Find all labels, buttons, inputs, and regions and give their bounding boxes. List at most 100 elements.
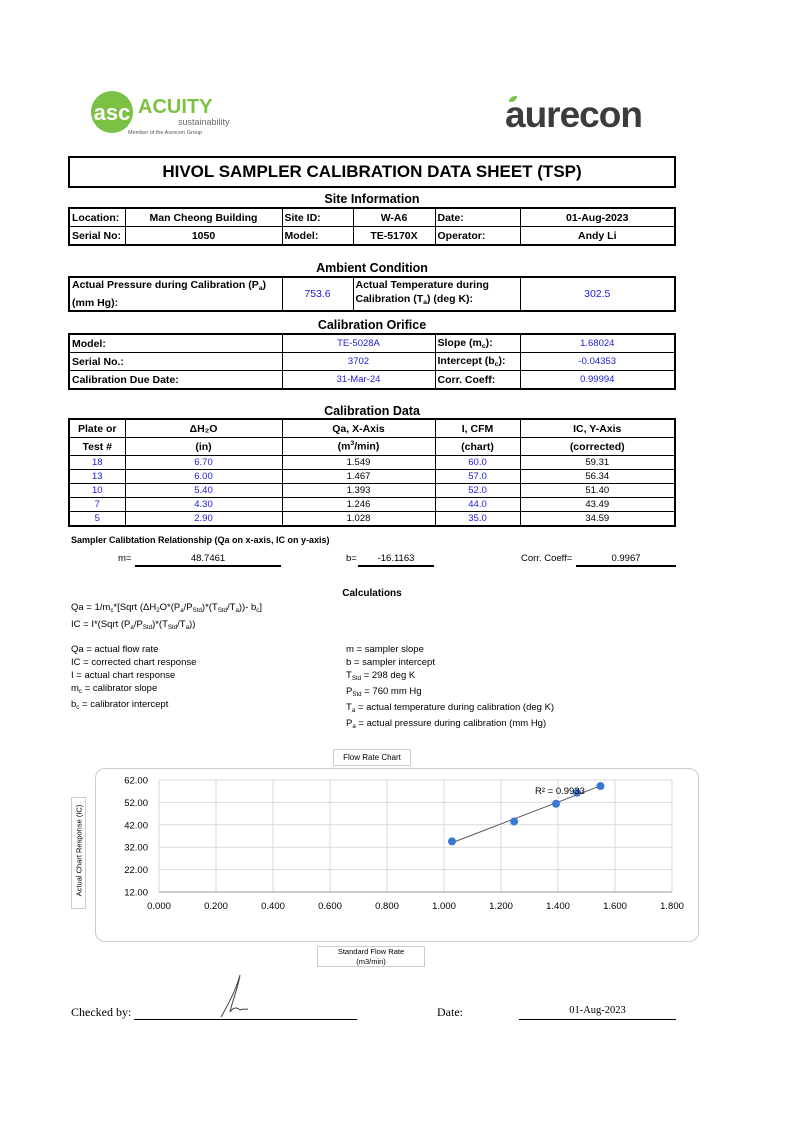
definitions-right: m = sampler slope b = sampler intercept TS…: [346, 643, 554, 733]
signature: [220, 974, 249, 1018]
formula-line: Ta = actual temperature during calibrati…: [346, 702, 555, 714]
formula-line: Pa = actual pressure during calibration …: [346, 718, 547, 730]
r-squared-label: R² = 0.9933: [535, 786, 585, 797]
table-cell: 43.49: [519, 497, 676, 512]
corr-value: 0.9967: [576, 553, 676, 567]
x-tick-label: 0.000: [147, 901, 171, 912]
orifice-model-label: Model:: [68, 333, 283, 353]
table-cell: 5: [68, 511, 126, 527]
y-tick-label: 22.00: [124, 865, 148, 876]
table-cell: 4.30: [124, 497, 283, 512]
column-header: ΔH₂O: [124, 418, 283, 438]
y-tick-label: 62.00: [124, 776, 148, 787]
corr-coeff-label: Corr. Coeff:: [434, 370, 521, 390]
data-point: [596, 782, 605, 791]
m-label: m=: [118, 553, 132, 564]
intercept-value: -0.04353: [519, 352, 676, 371]
date-label: Date:: [434, 207, 521, 227]
x-tick-label: 0.400: [261, 901, 285, 912]
x-tick-label: 1.800: [660, 901, 684, 912]
table-row: 7 4.30 1.246 44.0 43.49: [68, 497, 676, 512]
formula-line: Qa = 1/mc*[Sqrt (ΔH2O*(Pa/PStd)*(TStd/Ta…: [71, 602, 263, 614]
intercept-label: Intercept (bc):: [434, 352, 521, 371]
formula-line: Qa = actual flow rate: [71, 644, 159, 655]
b-label: b=: [346, 553, 357, 564]
calibration-orifice-heading: Calibration Orifice: [317, 318, 427, 332]
chart-area: [95, 768, 699, 942]
x-axis-label-line1: Standard Flow Rate: [337, 947, 405, 956]
ambient-condition-heading: Ambient Condition: [316, 261, 428, 275]
formula-line: I = actual chart response: [71, 670, 176, 681]
acuity-sub: sustainability: [178, 117, 230, 127]
calibration-data-table: Plate or ΔH₂O Qa, X-Axis I, CFM IC, Y-Axis T…: [68, 418, 676, 527]
b-value: -16.1163: [358, 553, 434, 567]
y-tick-label: 52.00: [124, 798, 148, 809]
table-cell: 1.246: [281, 497, 436, 512]
y-tick-label: 32.00: [124, 843, 148, 854]
formulas: Qa = 1/mc*[Sqrt (ΔH2O*(Pa/PStd)*(TStd/Ta…: [71, 601, 262, 635]
formula-line: IC = corrected chart response: [71, 657, 197, 668]
orifice-serial-value: 3702: [281, 352, 436, 371]
formula-line: mc = calibrator slope: [71, 683, 158, 695]
operator-label: Operator:: [434, 226, 521, 246]
x-tick-label: 0.200: [204, 901, 228, 912]
model-value: TE-5170X: [352, 226, 436, 246]
formula-line: b = sampler intercept: [346, 657, 435, 668]
column-subheader: (m3/min): [281, 437, 436, 456]
column-subheader: Test #: [68, 437, 126, 456]
x-axis-label: Standard Flow Rate (m3/min): [317, 946, 425, 967]
calibration-orifice-table: Model: TE-5028A Slope (mc): 1.68024 Seri…: [68, 333, 676, 390]
definitions-left: Qa = actual flow rate IC = corrected char…: [71, 643, 196, 714]
temperature-value: 302.5: [519, 276, 676, 312]
corr-coeff-value: 0.99994: [519, 370, 676, 390]
model-label: Model:: [281, 226, 354, 246]
checked-by-line: [134, 1008, 357, 1020]
calibration-data-heading: Calibration Data: [324, 404, 420, 418]
table-cell: 34.59: [519, 511, 676, 527]
acuity-logo: asc ACUITY sustainability Member of the …: [90, 90, 230, 140]
pressure-label: Actual Pressure during Calibration (Pa)(…: [68, 276, 283, 312]
acuity-name: ACUITY: [138, 96, 213, 118]
site-information-heading: Site Information: [324, 192, 420, 206]
acuity-emblem-icon: asc: [91, 91, 133, 133]
aurecon-name: aurecon: [505, 94, 643, 135]
aurecon-leaf-icon: [509, 96, 517, 102]
column-subheader: (chart): [434, 437, 521, 456]
acuity-tagline: Member of the Aurecon Group: [128, 130, 202, 136]
data-point: [573, 788, 582, 797]
calculations-heading: Calculations: [342, 588, 402, 599]
table-row: 13 6.00 1.467 57.0 56.34: [68, 469, 676, 484]
data-point: [447, 837, 456, 846]
x-tick-label: 1.000: [432, 901, 456, 912]
x-axis-label-line2: (m3/min): [356, 956, 386, 966]
date-value: 01-Aug-2023: [519, 207, 676, 227]
y-axis-label-box: Actual Chart Response (IC): [71, 797, 86, 909]
x-tick-label: 1.200: [489, 901, 513, 912]
location-label: Location:: [68, 207, 126, 227]
footer-date-value: 01-Aug-2023: [519, 1005, 676, 1020]
svg-text:asc: asc: [94, 100, 131, 125]
relationship-heading: Sampler Calibtation Relationship (Qa on …: [71, 535, 330, 545]
temperature-label: Actual Temperature during Calibration (Ta…: [352, 276, 521, 312]
orifice-serial-label: Serial No.:: [68, 352, 283, 371]
y-tick-label: 12.00: [124, 888, 148, 899]
table-row: 5 2.90 1.028 35.0 34.59: [68, 511, 676, 527]
site-id-value: W-A6: [352, 207, 436, 227]
formula-line: m = sampler slope: [346, 644, 424, 655]
data-point: [510, 817, 519, 826]
x-tick-label: 1.600: [603, 901, 627, 912]
corr-label: Corr. Coeff=: [521, 553, 573, 564]
site-information-table: Location: Man Cheong Building Site ID: W…: [68, 207, 676, 246]
x-tick-label: 0.800: [375, 901, 399, 912]
m-value: 48.7461: [135, 553, 281, 567]
x-tick-label: 1.400: [546, 901, 570, 912]
x-tick-label: 0.600: [318, 901, 342, 912]
operator-value: Andy Li: [519, 226, 676, 246]
formula-line: IC = I*(Sqrt (Pa/PStd)*(TStd/Ta)): [71, 619, 196, 631]
y-tick-label: 42.00: [124, 820, 148, 831]
page-title: HIVOL SAMPLER CALIBRATION DATA SHEET (TS…: [68, 156, 676, 188]
formula-line: bc = calibrator intercept: [71, 699, 169, 711]
formula-line: PStd = 760 mm Hg: [346, 686, 422, 698]
location-value: Man Cheong Building: [124, 207, 283, 227]
